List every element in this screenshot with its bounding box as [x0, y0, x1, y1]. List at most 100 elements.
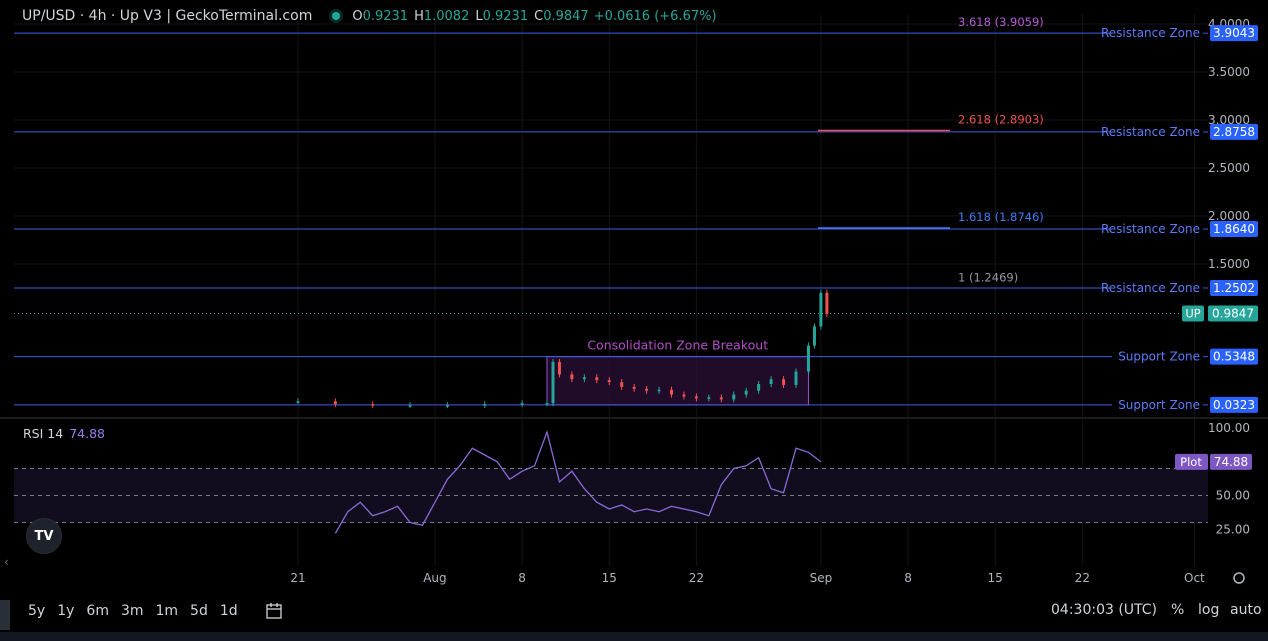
price-candle	[670, 389, 673, 395]
time-axis-tick-label: 15	[988, 571, 1003, 585]
price-candle	[520, 403, 524, 405]
time-axis-tick-label: Oct	[1184, 571, 1205, 585]
time-axis-tick-label: 22	[689, 571, 704, 585]
price-candle	[757, 384, 761, 391]
symbol-badge	[1182, 305, 1204, 322]
price-candle	[371, 404, 375, 406]
price-candle	[333, 401, 337, 405]
price-candle	[582, 377, 586, 380]
level-label: Resistance Zone	[1101, 26, 1200, 40]
close-value: 0.9847	[543, 8, 589, 24]
log-toggle[interactable]: log	[1198, 602, 1220, 618]
price-candle	[682, 394, 686, 397]
bottom-toolbar: 5y 1y 6m 3m 1m 5d 1d	[0, 596, 1268, 626]
level-price-badge	[1210, 221, 1258, 238]
price-candle	[694, 396, 698, 399]
price-candle	[445, 405, 449, 407]
level-label: Support Zone	[1118, 398, 1200, 412]
rsi-axis-tick-label: 100.00	[1208, 421, 1250, 435]
time-axis-tick-label: 15	[602, 571, 617, 585]
rsi-axis-tick-label: 50.00	[1216, 489, 1250, 503]
utc-clock[interactable]: 04:30:03 (UTC)	[1051, 602, 1158, 618]
level-price-text: 1.2502	[1213, 281, 1255, 295]
price-candle	[707, 397, 711, 399]
price-candle	[408, 405, 412, 407]
price-candle	[782, 379, 786, 385]
price-candle	[825, 292, 829, 314]
price-candle	[557, 361, 561, 375]
level-price-badge	[1210, 123, 1258, 140]
low-value: 0.9231	[482, 8, 529, 24]
high-value: 1.0082	[423, 8, 470, 24]
price-candle	[551, 361, 555, 404]
level-price-badge	[1210, 279, 1258, 296]
timeframe-1m[interactable]: 1m	[155, 603, 179, 619]
price-candle	[483, 404, 487, 406]
percent-toggle[interactable]: %	[1171, 602, 1185, 618]
price-candle	[657, 389, 661, 392]
chart-title: UP/USD · 4h · Up V3 | GeckoTerminal.com	[22, 8, 313, 24]
timeframe-5y[interactable]: 5y	[28, 603, 46, 619]
change-value: +0.0616 (+6.67%)	[593, 8, 717, 24]
chart-header: UP/USD · 4h · Up V3 | GeckoTerminal.com …	[22, 6, 717, 26]
price-candle	[744, 390, 748, 395]
tradingview-logo-icon[interactable]: TV	[26, 518, 62, 554]
left-edge-tab	[0, 600, 10, 630]
rsi-plot-label: Plot	[1180, 455, 1202, 469]
price-candle	[545, 403, 549, 405]
price-candle	[607, 380, 611, 383]
level-price-badge	[1210, 396, 1258, 413]
consolidation-zone-label: Consolidation Zone Breakout	[587, 338, 768, 353]
level-price-text: 1.8640	[1213, 222, 1255, 236]
symbol-badge-text: UP	[1185, 306, 1200, 320]
price-axis-tick-label: 3.0000	[1208, 113, 1250, 127]
level-price-badge	[1210, 348, 1258, 365]
level-price-text: 0.0323	[1213, 398, 1255, 412]
price-candle	[794, 371, 798, 385]
timeframe-1d[interactable]: 1d	[219, 603, 238, 619]
rsi-axis-tick-label: 25.00	[1216, 522, 1250, 536]
collapse-arrow-icon[interactable]: ‹	[4, 555, 9, 569]
auto-toggle[interactable]: auto	[1230, 602, 1262, 618]
price-candle	[632, 386, 636, 389]
price-axis-tick-label: 1.5000	[1208, 257, 1250, 271]
rsi-value-badge	[1210, 453, 1252, 470]
time-axis-tick-label: 8	[904, 571, 912, 585]
timeframe-5d[interactable]: 5d	[190, 603, 208, 619]
date-range-icon[interactable]	[264, 602, 284, 620]
timeframe-6m[interactable]: 6m	[86, 603, 109, 619]
price-candle	[769, 379, 773, 384]
fib-level-label: 2.618 (2.8903)	[958, 113, 1044, 127]
level-label: Resistance Zone	[1101, 125, 1200, 139]
rsi-current-value: 74.88	[69, 426, 105, 441]
level-price-text: 2.8758	[1213, 125, 1255, 139]
time-axis-tick-label: 22	[1075, 571, 1090, 585]
time-axis-tick-label: Sep	[810, 571, 833, 585]
price-candle	[806, 345, 810, 372]
price-candle	[570, 374, 574, 380]
time-axis-tick-label: 21	[290, 571, 305, 585]
timeframe-1y[interactable]: 1y	[57, 603, 75, 619]
price-axis-tick-label: 3.5000	[1208, 65, 1250, 79]
level-label: Support Zone	[1118, 350, 1200, 364]
high-label: H	[414, 8, 424, 24]
price-axis-tick-label: 2.0000	[1208, 209, 1250, 223]
time-axis-tick-label: Aug	[423, 571, 446, 585]
level-price-text: 3.9043	[1213, 26, 1255, 40]
fib-level-label: 1 (1.2469)	[958, 270, 1018, 284]
open-label: O	[352, 8, 363, 24]
price-candle	[812, 326, 816, 346]
timeframe-3m[interactable]: 3m	[120, 603, 144, 619]
market-status-icon	[332, 12, 341, 20]
close-label: C	[534, 8, 544, 24]
level-price-text: 0.5348	[1213, 350, 1255, 364]
price-candle	[595, 377, 599, 381]
price-candle	[645, 388, 649, 391]
gear-icon[interactable]	[1233, 572, 1245, 584]
rsi-header: RSI 14 74.88	[23, 426, 105, 441]
price-candle	[719, 397, 723, 400]
price-candle	[620, 382, 624, 387]
current-price-badge	[1208, 305, 1258, 322]
